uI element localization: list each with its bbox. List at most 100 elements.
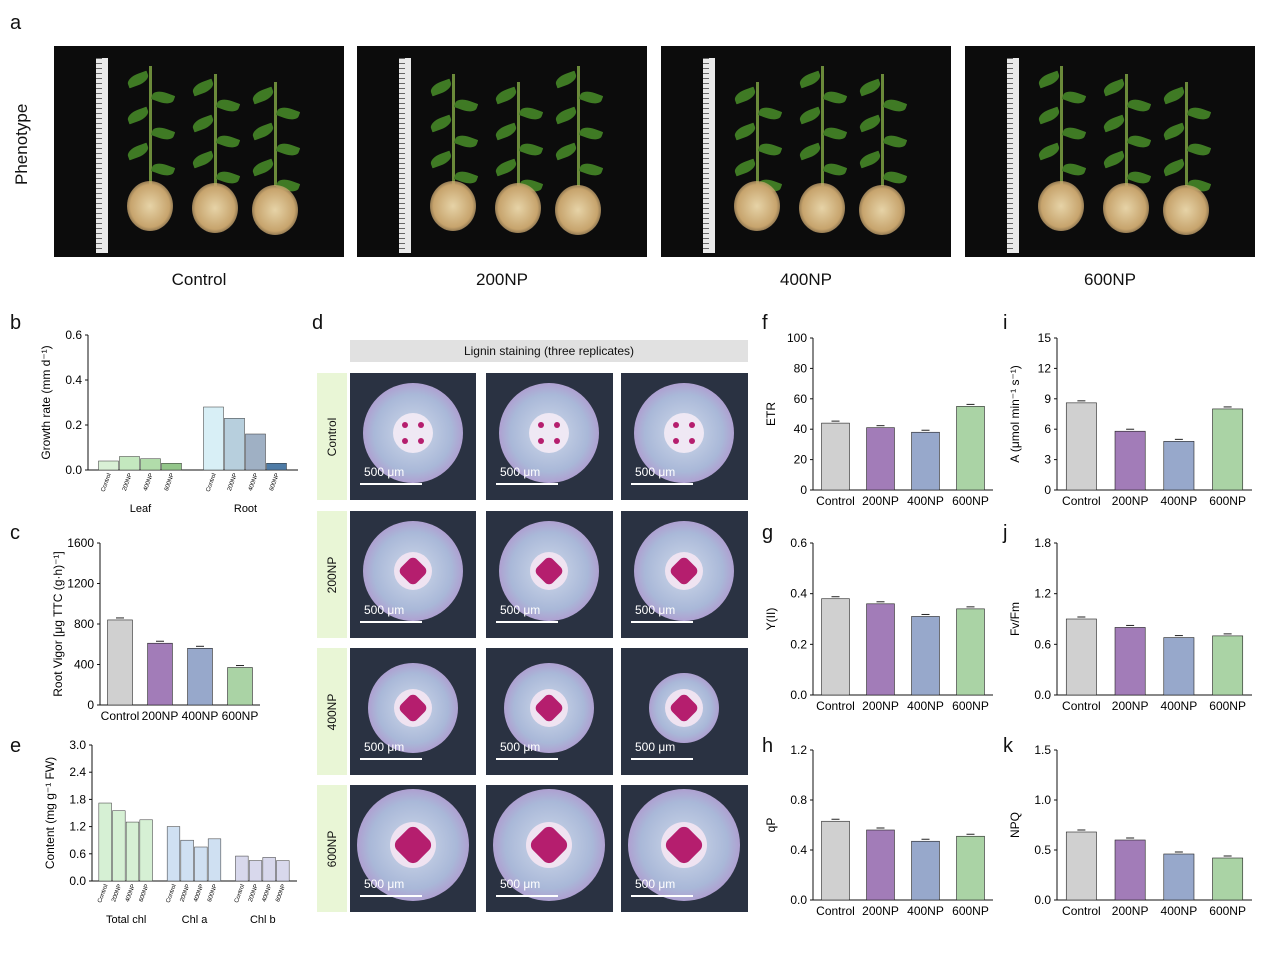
i-ytick-label: 15 (1038, 331, 1052, 345)
lignin-image-control-3: 500 μm (621, 373, 748, 500)
h-xtick-label-2: 400NP (907, 904, 944, 918)
j-ytick-label: 0.0 (1034, 688, 1051, 702)
chart-npq: 0.0 0.5 1.0 1.5 NPQ Control 200NP 400NP 600NP (1008, 743, 1252, 918)
c-xtick-label-2: 400NP (182, 709, 219, 723)
j-ytick-label: 1.2 (1034, 587, 1051, 601)
i-ytick-label: 0 (1044, 483, 1051, 497)
i-ytick-label: 6 (1044, 422, 1051, 436)
b-ylabel: Growth rate (mm d⁻¹) (40, 345, 53, 459)
c-ytick-label: 1200 (67, 577, 94, 591)
h-ytick-label: 0.4 (790, 843, 807, 857)
k-xtick-label-0: Control (1062, 904, 1101, 918)
b-xtick-label-0-1: 200NP (122, 473, 134, 492)
e-ylabel: Content (mg g⁻¹ FW) (43, 757, 57, 869)
k-bar-1 (1114, 839, 1146, 901)
ruler (1007, 58, 1019, 253)
g-ytick-label: 0.6 (790, 536, 807, 550)
panel-letter-d: d (312, 312, 324, 334)
scale-bar (360, 758, 422, 760)
h-ytick-label: 0.0 (790, 893, 807, 907)
j-xtick-label-0: Control (1062, 699, 1101, 713)
c-ylabel: Root Vigor [μg TTC (g·h)⁻¹] (51, 551, 65, 697)
scale-bar (496, 895, 558, 897)
e-xtick-label-2-1: 200NP (248, 884, 260, 903)
b-bar-0-0 (98, 460, 119, 471)
caption-control: Control (171, 270, 227, 289)
h-bar-2 (911, 840, 940, 901)
lignin-image-600np-3: 500 μm (621, 785, 748, 912)
j-ylabel: Fv/Fm (1008, 602, 1022, 636)
c-bar-3 (227, 667, 253, 706)
panel-letter-e: e (10, 735, 22, 757)
f-xtick-label-0: Control (816, 494, 855, 508)
lignin-image-400np-3: 500 μm (621, 648, 748, 775)
f-bar-3 (956, 406, 985, 491)
lignin-image-control-2: 500 μm (486, 373, 613, 500)
e-bar-0-2 (125, 821, 140, 882)
scale-label: 500 μm (635, 465, 676, 479)
i-xtick-label-0: Control (1062, 494, 1101, 508)
f-ylabel: ETR (765, 402, 778, 426)
f-ytick-label: 40 (794, 422, 808, 436)
g-bar-0 (821, 598, 850, 696)
scale-bar (631, 895, 693, 897)
b-bar-1-1 (224, 418, 245, 471)
f-ytick-label: 100 (787, 331, 807, 345)
g-ytick-label: 0.2 (790, 637, 807, 651)
b-xtick-label-1-1: 200NP (227, 473, 239, 492)
e-xtick-label-1-1: 200NP (180, 884, 192, 903)
j-ytick-label: 1.8 (1034, 536, 1051, 550)
caption-200np: 200NP (476, 270, 528, 289)
e-ytick-label: 0.6 (69, 847, 86, 861)
f-ytick-label: 60 (794, 392, 808, 406)
lignin-row-label-200np: 200NP (317, 511, 347, 638)
i-bar-1 (1114, 430, 1146, 491)
e-bar-0-0 (98, 802, 112, 882)
lignin-image-600np-2: 500 μm (486, 785, 613, 912)
c-xtick-label-1: 200NP (142, 709, 179, 723)
k-bar-3 (1212, 857, 1244, 901)
k-ytick-label: 1.5 (1034, 743, 1051, 757)
scale-label: 500 μm (635, 740, 676, 754)
chart-etr: 0 20 40 60 80 100 ETR Control 200NP 400NP 600NP (765, 331, 993, 508)
lignin-image-400np-1: 500 μm (350, 648, 476, 775)
phenotype-row-label: Phenotype (12, 103, 31, 185)
k-ytick-label: 1.0 (1034, 793, 1051, 807)
e-ytick-label: 1.2 (69, 820, 86, 834)
f-ytick-label: 20 (794, 453, 808, 467)
chart-yii: 0.0 0.2 0.4 0.6 Y(II) Control 200NP 400NP 600NP (765, 536, 993, 713)
panel-letter-a: a (10, 12, 22, 34)
c-xtick-label-3: 600NP (222, 709, 259, 723)
e-bar-0-3 (139, 819, 153, 882)
c-bar-2 (187, 648, 213, 706)
scale-label: 500 μm (364, 877, 405, 891)
g-xtick-label-1: 200NP (862, 699, 899, 713)
b-xtick-label-1-3: 600NP (269, 473, 281, 492)
b-group-label-1: Root (234, 503, 257, 515)
e-bar-2-1 (248, 860, 263, 882)
b-bar-0-3 (161, 463, 182, 471)
b-group-label-0: Leaf (130, 503, 152, 515)
e-bar-0-1 (112, 810, 126, 882)
b-xtick-label-1-2: 400NP (248, 473, 260, 492)
c-bar-0 (107, 619, 133, 706)
e-xtick-label-1-0: Control (166, 884, 178, 904)
panel-letter-b: b (10, 312, 22, 334)
k-xtick-label-1: 200NP (1112, 904, 1149, 918)
h-xtick-label-0: Control (816, 904, 855, 918)
c-ytick-label: 800 (74, 617, 94, 631)
e-xtick-label-1-2: 400NP (193, 884, 205, 903)
e-bar-1-0 (166, 826, 181, 882)
i-ytick-label: 9 (1044, 392, 1051, 406)
k-ylabel: NPQ (1008, 812, 1022, 838)
e-xtick-label-0-3: 600NP (139, 884, 151, 903)
h-bar-0 (821, 820, 850, 901)
phenotype-photo-200np (357, 46, 647, 257)
i-xtick-label-2: 400NP (1161, 494, 1198, 508)
ruler (399, 58, 411, 253)
panel-letter-j: j (1003, 522, 1008, 544)
e-ytick-label: 3.0 (69, 738, 86, 752)
j-bar-1 (1114, 627, 1146, 696)
i-ylabel: A (μmol min⁻¹ s⁻¹) (1008, 365, 1022, 463)
